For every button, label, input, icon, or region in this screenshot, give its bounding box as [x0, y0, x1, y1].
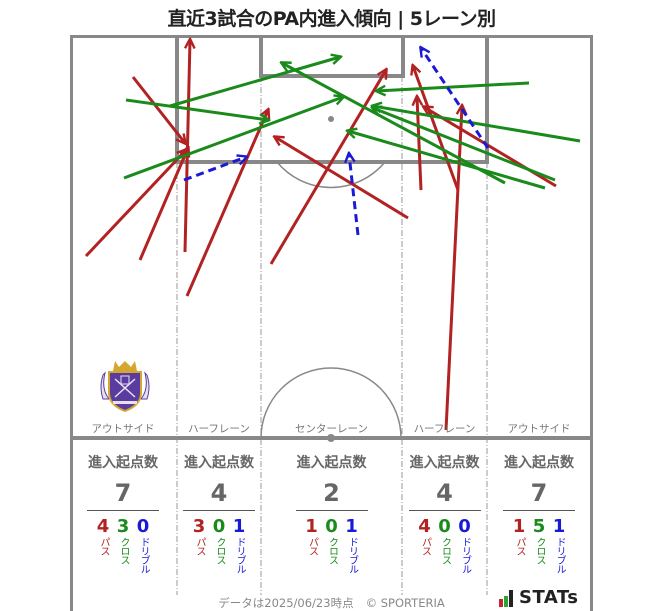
- pass-label: パス: [306, 537, 318, 555]
- stat-header: 進入起点数: [296, 455, 367, 471]
- stat-header: 進入起点数: [409, 455, 480, 471]
- stat-total: 4: [210, 479, 228, 507]
- chart-title: 直近3試合のPA内進入傾向 | 5レーン別: [167, 8, 496, 30]
- pass-arrow: [417, 97, 421, 191]
- stat-header: 進入起点数: [184, 455, 254, 471]
- cross-arrow: [373, 106, 581, 143]
- cross-label: クロス: [214, 537, 225, 564]
- dribble-arrow: [183, 157, 246, 182]
- copyright: © SPORTERIA: [365, 596, 445, 610]
- entry-arrows: [84, 40, 581, 431]
- stat-column-halfspace-right: 進入起点数 4 4 パス 0 クロス 0 ドリブル: [403, 452, 486, 573]
- pass-arrow: [275, 137, 409, 220]
- team-crest: [100, 361, 150, 413]
- pass-label: パス: [194, 537, 205, 555]
- dribble-label: ドリブル: [554, 537, 565, 573]
- dribble-label: ドリブル: [234, 537, 245, 573]
- stat-total: 7: [114, 479, 132, 507]
- cross-count: 3: [116, 516, 130, 537]
- pass-count: 4: [418, 516, 431, 537]
- penalty-arc: [276, 161, 386, 189]
- stats-logo: STATs: [499, 589, 578, 607]
- dribble-count: 1: [552, 516, 566, 537]
- logo-bar-red: [499, 599, 503, 607]
- lane-label-halfspace-left: ハーフレーン: [188, 423, 250, 435]
- cross-count: 5: [532, 516, 546, 537]
- pass-arrow: [413, 66, 460, 191]
- cross-count: 0: [212, 516, 226, 537]
- cross-label: クロス: [534, 537, 545, 564]
- lane-label-outside-left: アウトサイド: [91, 423, 155, 435]
- stat-total: 2: [323, 479, 340, 507]
- dribble-count: 1: [232, 516, 246, 537]
- pass-arrow: [183, 40, 190, 253]
- dribble-label: ドリブル: [459, 537, 471, 573]
- cross-count: 0: [438, 516, 451, 537]
- pass-arrow: [185, 110, 268, 297]
- lane-dividers: [176, 76, 488, 595]
- cross-arrow: [373, 108, 556, 182]
- center-circle: [260, 367, 402, 439]
- logo-bar-green: [504, 596, 508, 607]
- cross-label: クロス: [326, 537, 338, 564]
- logo-bar-dark: [509, 590, 513, 607]
- cross-arrow: [123, 97, 343, 180]
- dribble-arrow: [349, 154, 360, 236]
- cross-arrow: [282, 63, 506, 185]
- pass-label: パス: [514, 537, 525, 555]
- cross-arrow: [125, 98, 268, 120]
- dribble-arrow: [421, 48, 490, 149]
- dribble-label: ドリブル: [138, 537, 149, 573]
- pass-label: パス: [98, 537, 109, 555]
- dribble-count: 1: [345, 516, 358, 537]
- cross-arrow: [348, 131, 546, 190]
- cross-label: クロス: [439, 537, 451, 564]
- pass-arrow: [84, 150, 186, 258]
- cross-arrow: [377, 81, 530, 91]
- data-date-note: データは2025/06/23時点: [218, 596, 354, 610]
- pass-count: 4: [96, 516, 110, 537]
- dribble-count: 0: [136, 516, 150, 537]
- stat-total: 4: [436, 479, 453, 507]
- divider: [183, 510, 255, 511]
- pitch-outline: [70, 35, 593, 611]
- divider: [408, 510, 481, 511]
- lane-label-outside-right: アウトサイド: [507, 423, 571, 435]
- cross-label: クロス: [118, 537, 129, 564]
- stat-column-outside-left: 進入起点数 7 4 パス 3 クロス 0 ドリブル: [73, 452, 173, 573]
- cross-count: 0: [325, 516, 338, 537]
- pass-label: パス: [419, 537, 431, 555]
- pass-arrow: [138, 148, 188, 261]
- cross-arrow: [169, 57, 340, 108]
- footer: データは2025/06/23時点 © SPORTERIA: [0, 595, 663, 611]
- stat-column-outside-right: 進入起点数 7 1 パス 5 クロス 1 ドリブル: [488, 452, 590, 573]
- center-spot: [327, 434, 335, 442]
- divider: [295, 510, 368, 511]
- penalty-spot: [328, 116, 334, 122]
- pass-arrow: [131, 76, 185, 143]
- pass-count: 1: [305, 516, 318, 537]
- logo-text: STATs: [519, 587, 579, 608]
- pass-count: 1: [512, 516, 526, 537]
- lane-label-center: センターレーン: [295, 423, 368, 435]
- divider: [87, 510, 159, 511]
- lane-label-halfspace-right: ハーフレーン: [413, 423, 476, 435]
- stat-header: 進入起点数: [88, 455, 158, 471]
- stat-column-center: 進入起点数 2 1 パス 0 クロス 1 ドリブル: [262, 452, 401, 573]
- divider: [503, 510, 575, 511]
- stat-total: 7: [530, 479, 548, 507]
- pass-count: 3: [192, 516, 206, 537]
- pass-arrow: [269, 70, 386, 265]
- stat-header: 進入起点数: [504, 455, 574, 471]
- dribble-count: 0: [458, 516, 471, 537]
- goal-area: [259, 37, 405, 78]
- stat-column-halfspace-left: 進入起点数 4 3 パス 0 クロス 1 ドリブル: [178, 452, 260, 573]
- dribble-label: ドリブル: [346, 537, 358, 573]
